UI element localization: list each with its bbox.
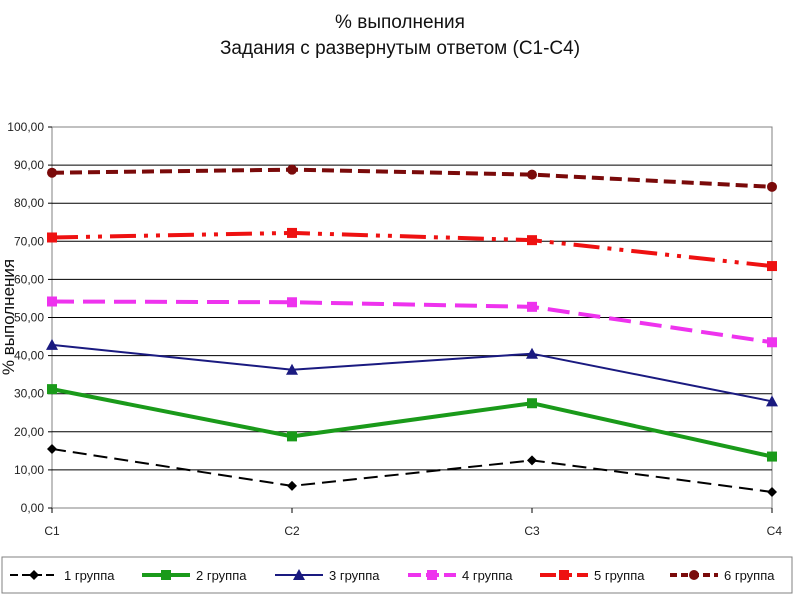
data-point bbox=[287, 480, 297, 491]
data-point bbox=[527, 455, 537, 466]
data-point bbox=[46, 338, 58, 350]
legend-label: 1 группа bbox=[64, 568, 115, 583]
legend-label: 3 группа bbox=[329, 568, 380, 583]
y-tick-label: 30,00 bbox=[14, 387, 44, 401]
data-point bbox=[767, 181, 777, 192]
data-point bbox=[767, 337, 777, 348]
data-point bbox=[527, 301, 537, 312]
series-line bbox=[51, 447, 773, 493]
legend: 1 группа 2 группа 3 группа 4 группа 5 группа… bbox=[10, 568, 775, 583]
data-point bbox=[767, 261, 777, 272]
legend-entry: 5 группа bbox=[540, 568, 645, 583]
data-point bbox=[527, 398, 537, 409]
series-line bbox=[51, 299, 773, 345]
legend-label: 4 группа bbox=[462, 568, 513, 583]
x-axis-ticks: С1 С2 С3 С4 bbox=[44, 508, 782, 538]
data-point bbox=[47, 296, 57, 307]
x-tick-label: С4 bbox=[767, 524, 783, 538]
legend-swatch-marker bbox=[559, 570, 569, 580]
series-line bbox=[51, 230, 773, 269]
legend-entry: 1 группа bbox=[10, 568, 115, 583]
data-point bbox=[47, 384, 57, 395]
series-line bbox=[51, 167, 773, 189]
data-point bbox=[527, 169, 537, 180]
series-5 bbox=[47, 227, 777, 272]
data-point bbox=[287, 431, 297, 442]
y-tick-label: 40,00 bbox=[14, 349, 44, 363]
y-tick-label: 0,00 bbox=[21, 501, 45, 515]
legend-label: 2 группа bbox=[196, 568, 247, 583]
legend-entry: 4 группа bbox=[408, 568, 513, 583]
series-2 bbox=[47, 384, 777, 462]
legend-box bbox=[1, 556, 793, 594]
y-tick-label: 100,00 bbox=[7, 120, 44, 134]
y-axis-label: % выполнения bbox=[0, 259, 18, 375]
chart-title: % выполнения bbox=[335, 12, 465, 33]
data-point bbox=[287, 297, 297, 308]
legend-entry: 3 группа bbox=[275, 568, 380, 583]
x-tick-label: С2 bbox=[284, 524, 300, 538]
legend-swatch-marker bbox=[161, 570, 171, 580]
y-tick-label: 50,00 bbox=[14, 311, 44, 325]
series-3 bbox=[46, 338, 778, 407]
data-point bbox=[767, 451, 777, 462]
series-line bbox=[51, 343, 773, 403]
x-tick-label: С1 bbox=[44, 524, 60, 538]
x-tick-label: С3 bbox=[524, 524, 540, 538]
series-1 bbox=[47, 443, 777, 497]
data-point bbox=[767, 486, 777, 497]
y-tick-label: 20,00 bbox=[14, 425, 44, 439]
data-point bbox=[287, 164, 297, 175]
legend-entry: 2 группа bbox=[142, 568, 247, 583]
data-point bbox=[47, 232, 57, 243]
y-tick-label: 10,00 bbox=[14, 463, 44, 477]
chart-subtitle: Задания с развернутым ответом (С1-С4) bbox=[219, 38, 581, 59]
legend-swatch-marker bbox=[293, 569, 305, 580]
y-tick-label: 60,00 bbox=[14, 272, 44, 286]
gridlines bbox=[52, 164, 772, 471]
y-axis-ticks: 0,00 10,00 20,00 30,00 40,00 50,00 60,00 70,00 8… bbox=[7, 120, 52, 515]
legend-label: 6 группа bbox=[724, 568, 775, 583]
y-tick-label: 70,00 bbox=[14, 234, 44, 248]
legend-entry: 6 группа bbox=[670, 568, 775, 583]
legend-label: 5 группа bbox=[594, 568, 645, 583]
y-tick-label: 90,00 bbox=[14, 158, 44, 172]
legend-swatch-marker bbox=[29, 570, 39, 580]
legend-swatch-marker bbox=[689, 570, 699, 580]
series-group bbox=[46, 164, 778, 497]
data-point bbox=[527, 235, 537, 246]
data-point bbox=[287, 227, 297, 238]
y-tick-label: 80,00 bbox=[14, 196, 44, 210]
legend-swatch-marker bbox=[427, 570, 437, 580]
data-point bbox=[47, 443, 57, 454]
data-point bbox=[286, 363, 298, 375]
series-line bbox=[51, 387, 773, 459]
series-4 bbox=[47, 296, 777, 348]
data-point bbox=[526, 347, 538, 359]
data-point bbox=[766, 395, 778, 407]
series-6 bbox=[47, 164, 777, 192]
data-point bbox=[47, 167, 57, 178]
